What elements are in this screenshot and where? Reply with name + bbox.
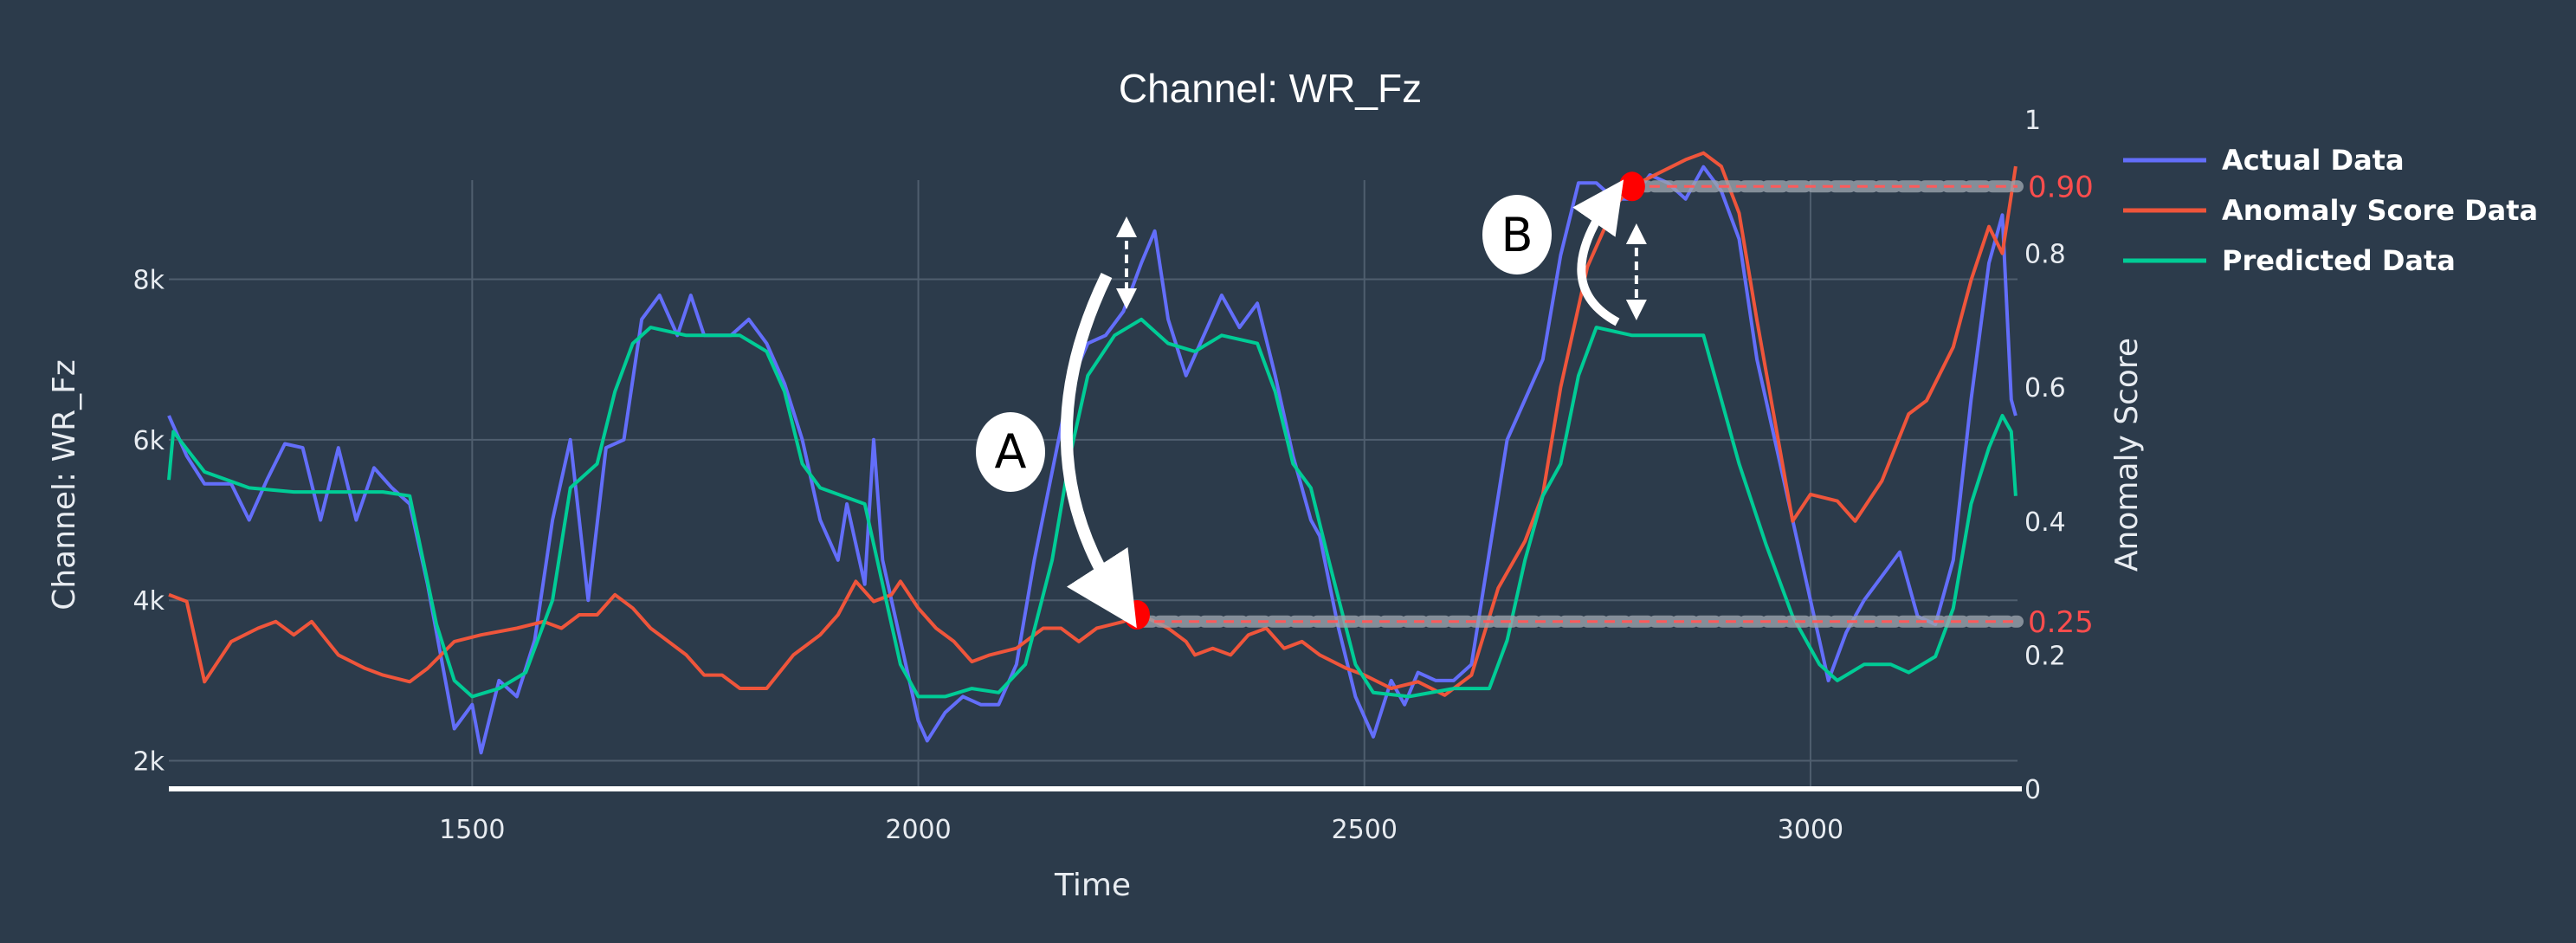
y2-axis-label: Anomaly Score: [2109, 338, 2145, 572]
y2-tick-label: 0.6: [2024, 373, 2066, 404]
y2-tick-label: 0.4: [2024, 507, 2066, 538]
y-tick-label: 4k: [133, 586, 165, 617]
annotation-label-b: B: [1501, 208, 1533, 262]
chart-title: Channel: WR_Fz: [1119, 66, 1422, 111]
y2-tick-label: 0.8: [2024, 240, 2066, 270]
annotation-label-a: A: [995, 424, 1027, 479]
series-line-predicted-data: [167, 317, 2018, 699]
series-line-anomaly-score-data: [168, 151, 2018, 697]
curved-arrow-a: [1060, 272, 1137, 629]
anomaly-marker: [1123, 600, 1150, 630]
tick-labels: 1500 2000 2500 3000 2k 4k 6k 8k 0 0.2 0.4 0.6 0.8 1: [133, 106, 2066, 845]
anomaly-marker: [1618, 171, 1645, 202]
series-layer: [167, 151, 2018, 755]
y2-tick-label: 0: [2024, 775, 2041, 805]
y-tick-label: 2k: [133, 747, 165, 778]
threshold-label: 0.90: [2028, 170, 2094, 204]
y-tick-label: 8k: [133, 265, 165, 295]
y2-tick-label: 1: [2024, 106, 2041, 136]
legend-entry: Predicted Data: [2222, 244, 2456, 277]
x-tick-label: 2500: [1332, 815, 1398, 845]
x-tick-label: 3000: [1778, 815, 1843, 845]
x-axis-label: Time: [1054, 868, 1131, 903]
x-tick-label: 2000: [885, 815, 951, 845]
annotation-circle-b: [1482, 195, 1552, 275]
y-tick-label: 6k: [133, 426, 165, 456]
legend-entry: Anomaly Score Data: [2222, 194, 2538, 227]
legend: Actual Data Anomaly Score Data Predicted D…: [2123, 144, 2538, 277]
y2-tick-label: 0.2: [2024, 641, 2066, 671]
annotation-circle-a: [976, 412, 1045, 492]
threshold-label: 0.25: [2028, 605, 2094, 640]
legend-entry: Actual Data: [2222, 144, 2405, 177]
y-axis-label: Channel: WR_Fz: [47, 359, 82, 610]
x-tick-label: 1500: [439, 815, 505, 845]
annotations: 0.25 0.90 A B: [976, 170, 2094, 640]
curved-arrow-b: [1572, 179, 1624, 326]
